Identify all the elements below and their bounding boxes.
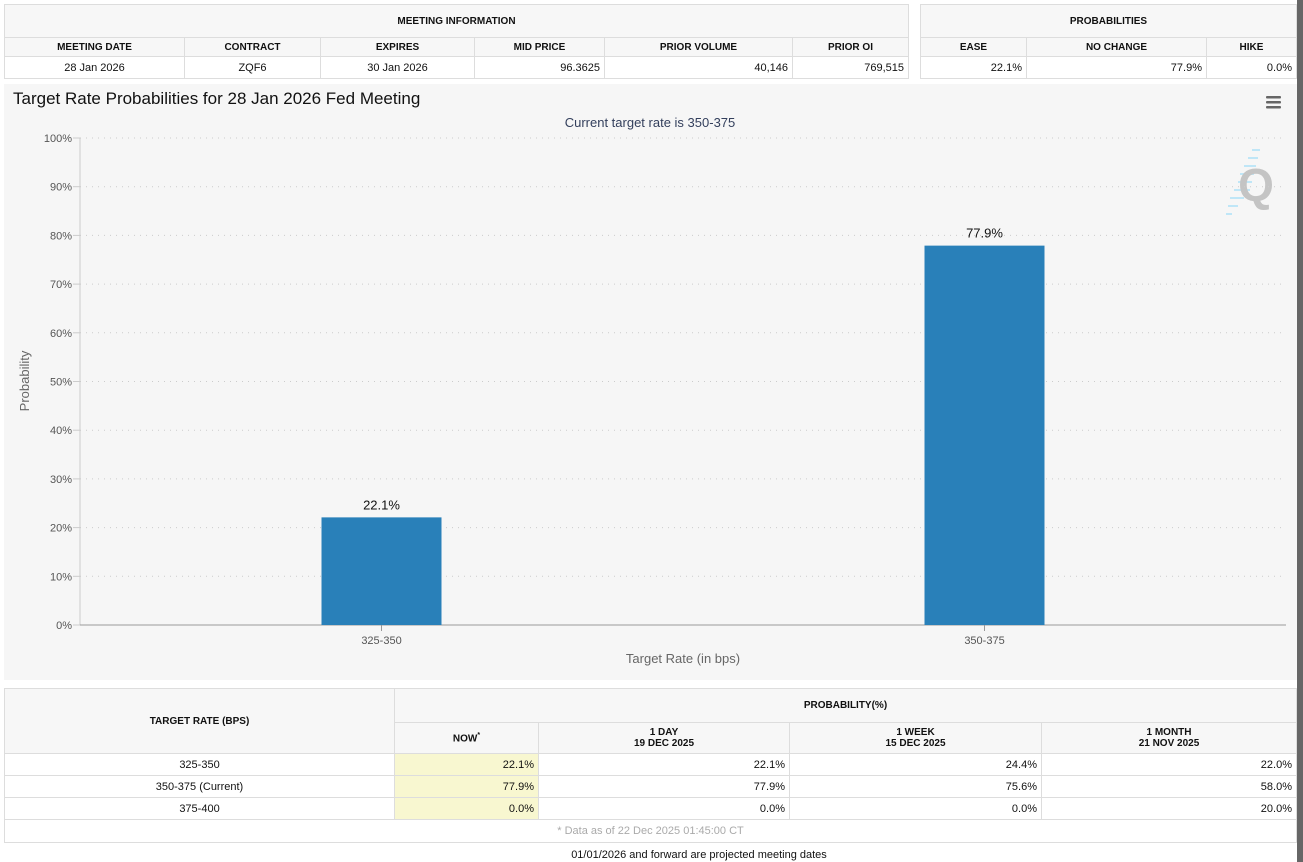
prior-volume: 40,146 xyxy=(604,56,793,79)
col-1-day: 1 DAY 19 DEC 2025 xyxy=(538,722,790,754)
y-tick-label: 0% xyxy=(56,620,72,632)
data-label: 22.1% xyxy=(363,497,400,512)
col-mid-price: MID PRICE xyxy=(474,37,605,57)
y-tick-label: 30% xyxy=(50,474,72,486)
hike-value: 0.0% xyxy=(1206,56,1297,79)
col-hike: HIKE xyxy=(1206,37,1297,57)
mid-price: 96.3625 xyxy=(474,56,605,79)
meeting-date: 28 Jan 2026 xyxy=(4,56,185,79)
expires: 30 Jan 2026 xyxy=(320,56,475,79)
probability-header: PROBABILITY(%) xyxy=(394,688,1297,723)
col-no-change: NO CHANGE xyxy=(1026,37,1207,57)
scrollbar[interactable] xyxy=(1297,0,1303,862)
col-prior-volume: PRIOR VOLUME xyxy=(604,37,793,57)
col-contract: CONTRACT xyxy=(184,37,321,57)
col-expires: EXPIRES xyxy=(320,37,475,57)
y-tick-label: 10% xyxy=(50,571,72,583)
chart-svg: Target Rate Probabilities for 28 Jan 202… xyxy=(13,89,1286,666)
table-row: 350-375 (Current) 77.9% 77.9% 75.6% 58.0% xyxy=(4,775,1297,798)
y-tick-label: 40% xyxy=(50,425,72,437)
table-row: 325-350 22.1% 22.1% 24.4% 22.0% xyxy=(4,753,1297,776)
y-tick-label: 80% xyxy=(50,230,72,242)
svg-text:Q: Q xyxy=(1238,159,1274,211)
col-now: NOW* xyxy=(394,722,539,754)
meeting-information-table: MEETING INFORMATION MEETING DATE CONTRAC… xyxy=(4,4,909,79)
no-change-value: 77.9% xyxy=(1026,56,1207,79)
probabilities-title: PROBABILITIES xyxy=(920,4,1297,38)
prior-oi: 769,515 xyxy=(792,56,909,79)
target-rate-chart: Target Rate Probabilities for 28 Jan 202… xyxy=(4,84,1297,680)
col-meeting-date: MEETING DATE xyxy=(4,37,185,57)
y-tick-label: 90% xyxy=(50,182,72,194)
y-tick-label: 100% xyxy=(44,133,72,145)
x-axis-label: Target Rate (in bps) xyxy=(626,651,740,666)
hamburger-menu-icon[interactable] xyxy=(1266,96,1281,109)
target-rate-header: TARGET RATE (BPS) xyxy=(4,688,395,754)
bar-350-375[interactable] xyxy=(924,245,1045,625)
data-timestamp-footnote: * Data as of 22 Dec 2025 01:45:00 CT xyxy=(4,819,1297,843)
contract: ZQF6 xyxy=(184,56,321,79)
x-tick-label: 325-350 xyxy=(361,635,401,647)
col-1-week: 1 WEEK 15 DEC 2025 xyxy=(789,722,1042,754)
col-1-month: 1 MONTH 21 NOV 2025 xyxy=(1041,722,1297,754)
chart-title: Target Rate Probabilities for 28 Jan 202… xyxy=(13,89,420,108)
col-ease: EASE xyxy=(920,37,1027,57)
y-tick-label: 50% xyxy=(50,377,72,389)
projected-dates-note: 01/01/2026 and forward are projected mee… xyxy=(571,849,827,861)
ease-value: 22.1% xyxy=(920,56,1027,79)
x-tick-label: 350-375 xyxy=(964,635,1004,647)
bar-325-350[interactable] xyxy=(321,517,442,625)
meeting-information-title: MEETING INFORMATION xyxy=(4,4,909,38)
probability-table: TARGET RATE (BPS) PROBABILITY(%) NOW* 1 … xyxy=(4,688,1297,843)
table-row: 375-400 0.0% 0.0% 0.0% 20.0% xyxy=(4,797,1297,820)
y-tick-label: 20% xyxy=(50,523,72,535)
y-tick-label: 60% xyxy=(50,328,72,340)
y-tick-label: 70% xyxy=(50,279,72,291)
col-prior-oi: PRIOR OI xyxy=(792,37,909,57)
y-axis-label: Probability xyxy=(17,350,32,411)
probabilities-table: PROBABILITIES EASE NO CHANGE HIKE 22.1% … xyxy=(920,4,1297,79)
chart-subtitle: Current target rate is 350-375 xyxy=(565,115,736,130)
data-label: 77.9% xyxy=(966,226,1003,241)
watermark-logo: Q xyxy=(1226,149,1274,215)
